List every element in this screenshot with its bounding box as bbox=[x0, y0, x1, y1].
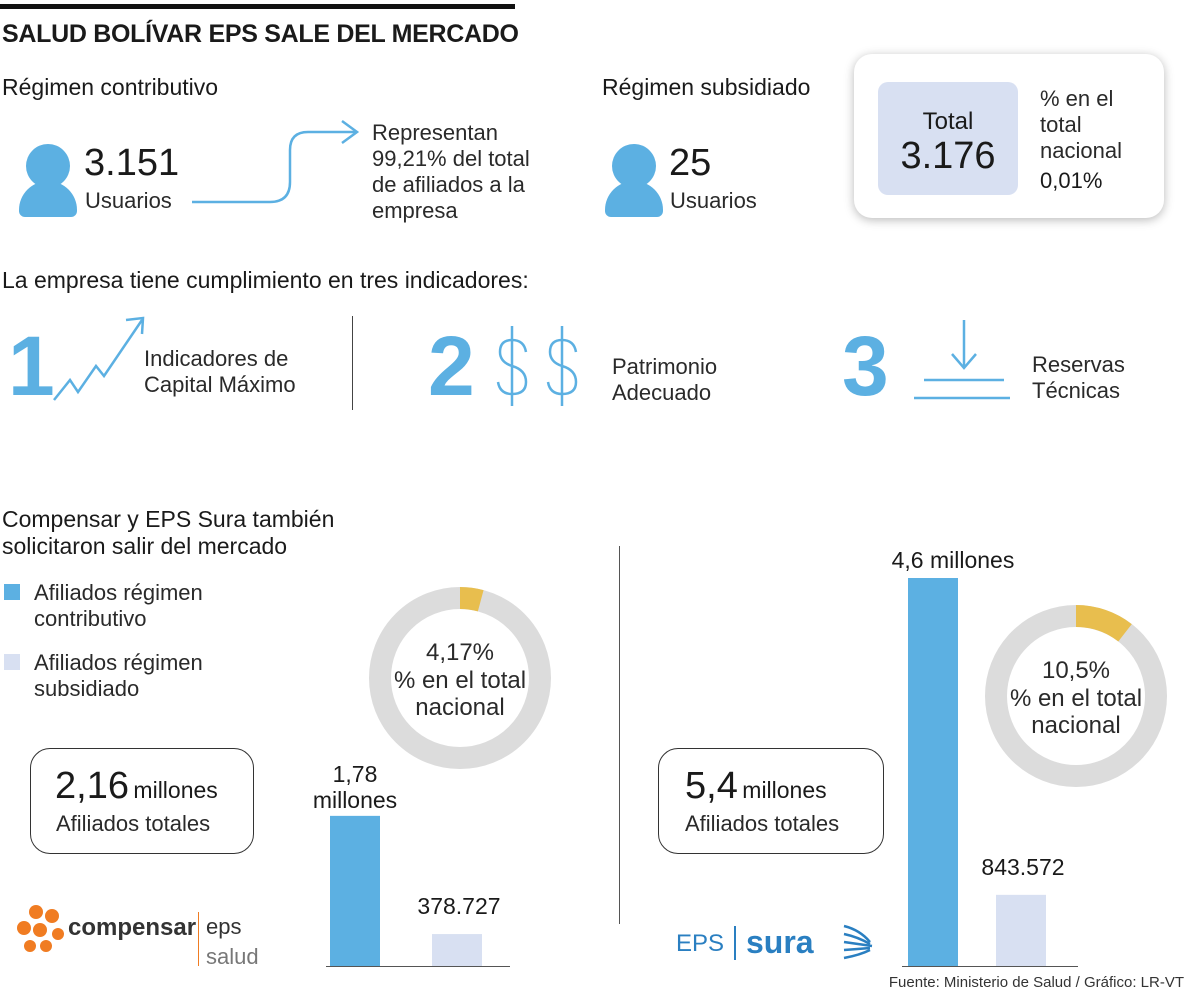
download-tray-icon bbox=[914, 320, 1010, 400]
total-caption: Afiliados totales bbox=[56, 811, 211, 836]
compensar-logo-sub: salud bbox=[206, 944, 259, 969]
total-value: 3.176 bbox=[900, 135, 996, 177]
legend-line: Afiliados régimen bbox=[34, 580, 203, 605]
logo-divider bbox=[198, 912, 199, 966]
donut-caption: nacional bbox=[1031, 712, 1120, 739]
bar-value-label: 4,6 millones bbox=[892, 547, 1015, 573]
note-line: de afiliados a la bbox=[372, 172, 525, 197]
legend-line: subsidiado bbox=[34, 676, 140, 701]
dollar-icon bbox=[496, 326, 578, 406]
indicator-number-3: 3 bbox=[842, 319, 889, 413]
bar bbox=[432, 934, 482, 966]
pct-label-line: % en el bbox=[1040, 86, 1114, 111]
total-caption: Afiliados totales bbox=[685, 811, 840, 836]
subsidiado-number: 25 bbox=[669, 142, 712, 184]
label-line: Indicadores de bbox=[144, 346, 289, 371]
indicator-number-2: 2 bbox=[428, 319, 475, 413]
source-note: Fuente: Ministerio de Salud / Gráfico: L… bbox=[888, 974, 1184, 991]
sura-total: 5,4 millones bbox=[685, 765, 827, 808]
label-line: Reservas bbox=[1032, 352, 1125, 377]
bar bbox=[908, 578, 958, 966]
indicator-label-3: Reservas Técnicas bbox=[1032, 352, 1125, 404]
total-box: Total 3.176 bbox=[878, 82, 1018, 195]
total-unit: millones bbox=[133, 777, 218, 803]
contributivo-heading: Régimen contributivo bbox=[2, 74, 219, 100]
note-line: empresa bbox=[372, 198, 458, 223]
label-line: Capital Máximo bbox=[144, 372, 296, 397]
sura-logo-icon bbox=[843, 924, 873, 960]
subsidiado-unit: Usuarios bbox=[670, 188, 757, 213]
indicators-heading: La empresa tiene cumplimiento en tres in… bbox=[2, 267, 529, 293]
bar-value-label: millones bbox=[313, 787, 397, 813]
logo-divider bbox=[734, 926, 736, 960]
donut-slice bbox=[459, 587, 484, 612]
bar bbox=[996, 894, 1046, 966]
label-line: Técnicas bbox=[1032, 378, 1121, 403]
sura-total-box: 5,4 millones Afiliados totales bbox=[658, 748, 884, 854]
section2-heading: Compensar y EPS Sura también solicitaron… bbox=[2, 506, 334, 560]
donut-slice bbox=[1075, 605, 1132, 642]
total-pct-value: 0,01% bbox=[1040, 168, 1103, 193]
donut-value-label: 10,5% bbox=[1042, 657, 1110, 684]
legend-line: contributivo bbox=[34, 606, 147, 631]
indicator-label-1: Indicadores de Capital Máximo bbox=[144, 346, 296, 398]
subsidiado-heading: Régimen subsidiado bbox=[602, 74, 811, 100]
label-line: Adecuado bbox=[612, 380, 712, 405]
compensar-logo-tag: eps bbox=[206, 914, 242, 939]
sura-logo-text: sura bbox=[746, 924, 814, 960]
heading-line: solicitaron salir del mercado bbox=[2, 533, 288, 559]
legend-swatch-subsidiado bbox=[4, 654, 20, 670]
legend-label-subsidiado: Afiliados régimen subsidiado bbox=[34, 650, 203, 702]
donut-caption: % en el total bbox=[1010, 685, 1142, 712]
sura-logo-eps: EPS bbox=[676, 930, 725, 957]
arrow-connector-icon bbox=[192, 119, 360, 204]
contributivo-number: 3.151 bbox=[84, 142, 180, 184]
heading-line: Compensar y EPS Sura también bbox=[2, 506, 335, 532]
indicator-number-1: 1 bbox=[8, 319, 55, 413]
note-line: 99,21% del total bbox=[372, 146, 530, 171]
trend-up-icon bbox=[53, 316, 145, 401]
bar bbox=[330, 815, 380, 966]
compensar-total: 2,16 millones bbox=[55, 765, 218, 808]
note-line: Representan bbox=[372, 120, 498, 145]
pct-label-line: total bbox=[1040, 112, 1082, 137]
bar-value-label: 378.727 bbox=[417, 893, 500, 919]
contributivo-unit: Usuarios bbox=[85, 188, 172, 213]
page-title: SALUD BOLÍVAR EPS SALE DEL MERCADO bbox=[2, 20, 519, 48]
legend-line: Afiliados régimen bbox=[34, 650, 203, 675]
bar-value-label: 843.572 bbox=[981, 854, 1064, 880]
legend-swatch-contributivo bbox=[4, 584, 20, 600]
total-pct-label: % en el total nacional 0,01% bbox=[1040, 86, 1122, 194]
donut-caption: % en el total bbox=[394, 667, 526, 694]
person-icon bbox=[604, 144, 664, 217]
legend-label-contributivo: Afiliados régimen contributivo bbox=[34, 580, 203, 632]
donut-caption: nacional bbox=[415, 694, 504, 721]
contributivo-note: Representan 99,21% del total de afiliado… bbox=[372, 120, 530, 224]
total-value: 5,4 bbox=[685, 765, 738, 807]
section-divider bbox=[619, 546, 620, 924]
total-unit: millones bbox=[742, 777, 827, 803]
compensar-total-box: 2,16 millones Afiliados totales bbox=[30, 748, 254, 854]
label-line: Patrimonio bbox=[612, 354, 718, 379]
compensar-logo-icon bbox=[17, 905, 64, 952]
total-value: 2,16 bbox=[55, 765, 129, 807]
bar-value-label: 1,78 bbox=[333, 761, 378, 787]
compensar-logo-text: compensar bbox=[68, 914, 197, 941]
indicator-label-2: Patrimonio Adecuado bbox=[612, 354, 717, 406]
total-label: Total bbox=[922, 108, 974, 135]
divider bbox=[352, 316, 353, 410]
donut-value-label: 4,17% bbox=[426, 639, 494, 666]
pct-label-line: nacional bbox=[1040, 138, 1122, 163]
title-rule bbox=[0, 4, 515, 9]
person-icon bbox=[18, 144, 78, 217]
